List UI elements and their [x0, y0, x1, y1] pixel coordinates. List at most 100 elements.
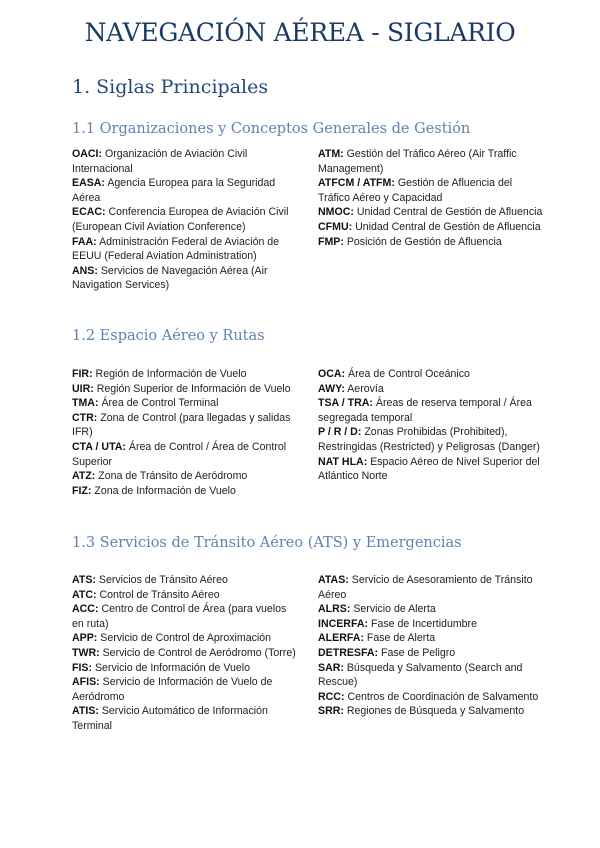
definition: Gestión de Afluencia del Tráfico Aéreo y… [318, 177, 513, 204]
acronym: ALRS: [318, 603, 351, 616]
definition: Región de Información de Vuelo [95, 368, 247, 380]
section-2-right-column: OCA: Área de Control Oceánico AWY: Aeroví… [318, 367, 543, 484]
glossary-entry: ALERFA: Fase de Alerta [318, 631, 543, 646]
acronym: FIR: [72, 368, 93, 380]
acronym: TMA: [72, 397, 99, 410]
glossary-entry: ATFCM / ATFM: Gestión de Afluencia del T… [318, 176, 543, 205]
definition: Unidad Central de Gestión de Afluencia [355, 220, 541, 233]
definition: Centros de Coordinación de Salvamento [347, 690, 539, 703]
glossary-entry: TWR: Servicio de Control de Aeródromo (T… [72, 646, 297, 661]
definition: Servicio de Información de Vuelo de Aeró… [72, 676, 273, 703]
definition: Gestión del Tráfico Aéreo (Air Traffic M… [318, 148, 517, 175]
acronym: AWY: [318, 382, 345, 395]
definition: Aerovía [347, 382, 384, 395]
acronym: ALERFA: [318, 632, 364, 645]
definition: Búsqueda y Salvamento (Search and Rescue… [318, 661, 523, 689]
glossary-entry: OCA: Área de Control Oceánico [318, 367, 543, 382]
definition: Fase de Peligro [381, 646, 456, 659]
acronym: OACI: [72, 148, 103, 160]
acronym: ATIS: [72, 705, 99, 718]
glossary-entry: ATS: Servicios de Tránsito Aéreo [72, 573, 297, 588]
glossary-entry: FAA: Administración Federal de Aviación … [72, 235, 297, 264]
acronym: ATS: [72, 574, 96, 586]
definition: Unidad Central de Gestión de Afluencia [356, 206, 543, 219]
definition: Servicio de Asesoramiento de Tránsito Aé… [318, 574, 533, 601]
acronym: TWR: [72, 646, 100, 659]
glossary-entry: ATZ: Zona de Tránsito de Aeródromo [72, 469, 297, 484]
definition: Posición de Gestión de Afluencia [346, 235, 502, 248]
acronym: ATZ: [72, 470, 96, 483]
glossary-entry: TMA: Área de Control Terminal [72, 396, 297, 411]
definition: Área de Control Terminal [101, 397, 219, 410]
definition: Control de Tránsito Aéreo [99, 588, 220, 601]
glossary-entry: P / R / D: Zonas Prohibidas (Prohibited)… [318, 425, 543, 454]
acronym: ATC: [72, 588, 97, 601]
glossary-entry: ALRS: Servicio de Alerta [318, 602, 543, 617]
definition: Servicio de Control de Aproximación [100, 632, 272, 645]
acronym: FIZ: [72, 484, 92, 497]
section-heading: 1.3 Servicios de Tránsito Aéreo (ATS) y … [72, 535, 462, 551]
glossary-entry: FIS: Servicio de Información de Vuelo [72, 661, 297, 676]
glossary-entry: AFIS: Servicio de Información de Vuelo d… [72, 675, 297, 704]
glossary-entry: EASA: Agencia Europea para la Seguridad … [72, 176, 297, 205]
acronym: NMOC: [318, 206, 354, 219]
glossary-entry: NAT HLA: Espacio Aéreo de Nivel Superior… [318, 455, 543, 484]
glossary-entry: ATIS: Servicio Automático de Información… [72, 704, 297, 733]
section-2-left-column: FIR: Región de Información de Vuelo UIR: … [72, 367, 297, 498]
acronym: DETRESFA: [318, 646, 379, 659]
document-title: NAVEGACIÓN AÉREA - SIGLARIO [84, 18, 516, 47]
definition: Zona de Control (para llegadas y salidas… [72, 411, 291, 439]
glossary-entry: FIZ: Zona de Información de Vuelo [72, 484, 297, 499]
definition: Regiones de Búsqueda y Salvamento [346, 705, 525, 718]
glossary-entry: ATAS: Servicio de Asesoramiento de Tráns… [318, 573, 543, 602]
glossary-entry: RCC: Centros de Coordinación de Salvamen… [318, 690, 543, 705]
acronym: FMP: [318, 235, 344, 248]
glossary-entry: ACC: Centro de Control de Área (para vue… [72, 602, 297, 631]
glossary-entry: FIR: Región de Información de Vuelo [72, 367, 297, 382]
acronym: EASA: [72, 177, 105, 190]
section-1-right-column: ATM: Gestión del Tráfico Aéreo (Air Traf… [318, 147, 543, 249]
acronym: CTA / UTA: [72, 440, 126, 453]
acronym: ACC: [72, 603, 99, 616]
acronym: FAA: [72, 235, 97, 248]
glossary-entry: INCERFA: Fase de Incertidumbre [318, 617, 543, 632]
glossary-entry: CTA / UTA: Área de Control / Área de Con… [72, 440, 297, 469]
acronym: CFMU: [318, 220, 353, 233]
glossary-entry: UIR: Región Superior de Información de V… [72, 382, 297, 397]
glossary-entry: DETRESFA: Fase de Peligro [318, 646, 543, 661]
main-heading: 1. Siglas Principales [72, 76, 269, 98]
glossary-entry: ATM: Gestión del Tráfico Aéreo (Air Traf… [318, 147, 543, 176]
glossary-entry: FMP: Posición de Gestión de Afluencia [318, 235, 543, 250]
section-heading: 1.1 Organizaciones y Conceptos Generales… [72, 121, 471, 137]
definition: Fase de Incertidumbre [370, 617, 477, 630]
definition: Área de Control Oceánico [348, 368, 470, 380]
definition: Servicio Automático de Información Termi… [72, 705, 268, 732]
acronym: ATAS: [318, 574, 349, 586]
acronym: TSA / TRA: [318, 397, 373, 410]
acronym: OCA: [318, 368, 346, 380]
section-1-left-column: OACI: Organización de Aviación Civil Int… [72, 147, 297, 293]
definition: Región Superior de Información de Vuelo [96, 382, 291, 395]
glossary-entry: ECAC: Conferencia Europea de Aviación Ci… [72, 205, 297, 234]
definition: Centro de Control de Área (para vuelos e… [72, 603, 287, 630]
definition: Servicio de Alerta [353, 603, 436, 616]
definition: Administración Federal de Aviación de EE… [72, 235, 280, 263]
glossary-entry: SAR: Búsqueda y Salvamento (Search and R… [318, 661, 543, 690]
definition: Servicio de Control de Aeródromo (Torre) [102, 646, 296, 659]
definition: Zonas Prohibidas (Prohibited), Restringi… [318, 426, 540, 453]
definition: Espacio Aéreo de Nivel Superior del Atlá… [318, 455, 540, 483]
acronym: APP: [72, 632, 98, 645]
definition: Fase de Alerta [366, 632, 436, 645]
glossary-entry: SRR: Regiones de Búsqueda y Salvamento [318, 704, 543, 719]
definition: Zona de Tránsito de Aeródromo [98, 470, 248, 483]
definition: Servicios de Navegación Aérea (Air Navig… [72, 264, 268, 292]
acronym: UIR: [72, 382, 94, 395]
acronym: SAR: [318, 661, 344, 674]
glossary-entry: ATC: Control de Tránsito Aéreo [72, 588, 297, 603]
definition: Área de Control / Área de Control Superi… [72, 440, 287, 468]
glossary-entry: ANS: Servicios de Navegación Aérea (Air … [72, 264, 297, 293]
acronym: P / R / D: [318, 426, 362, 439]
glossary-entry: AWY: Aerovía [318, 382, 543, 397]
acronym: ATFCM / ATFM: [318, 177, 395, 190]
section-3-right-column: ATAS: Servicio de Asesoramiento de Tráns… [318, 573, 543, 719]
